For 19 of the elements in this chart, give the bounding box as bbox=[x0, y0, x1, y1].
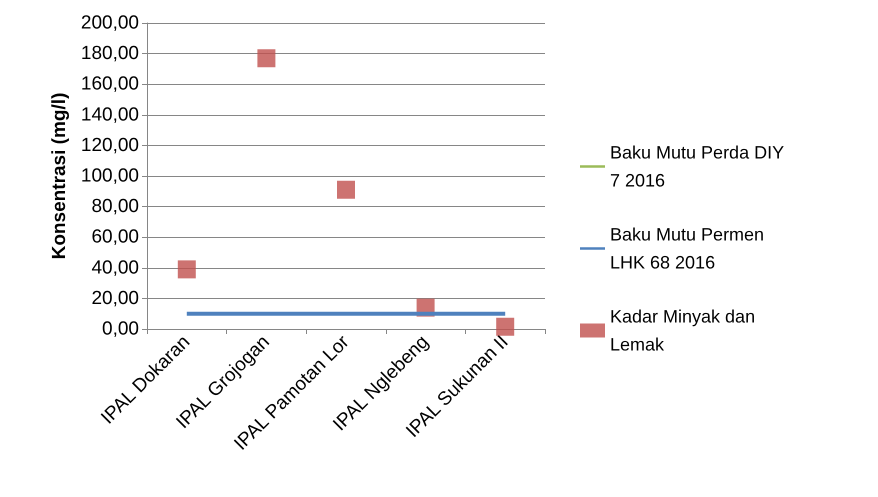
legend-label: Kadar Minyak dan Lemak bbox=[610, 306, 760, 354]
y-tick-label: 160,00 bbox=[80, 74, 139, 95]
y-tick-label: 80,00 bbox=[91, 196, 139, 218]
y-tick-label: 120,00 bbox=[80, 134, 139, 156]
y-tick-label: 200,00 bbox=[80, 12, 139, 34]
y-tick-label: 0,00 bbox=[102, 318, 139, 340]
point bbox=[257, 49, 276, 68]
y-tick-label: 180,00 bbox=[80, 43, 139, 64]
y-tick-label: 20,00 bbox=[91, 288, 139, 309]
point bbox=[337, 180, 355, 199]
y-tick-label: 60,00 bbox=[91, 226, 139, 248]
y-tick-label: 40,00 bbox=[91, 257, 139, 278]
y-tick-label: 100,00 bbox=[80, 166, 139, 186]
legend-label: Baku Mutu Perda DIY 7 2016 bbox=[610, 142, 789, 190]
point bbox=[496, 318, 514, 336]
legend-label: Baku Mutu Permen LHK 68 2016 bbox=[610, 224, 770, 272]
point bbox=[178, 260, 196, 278]
y-tick-label: 140,00 bbox=[80, 104, 139, 126]
y-axis-title: Konsentrasi (mg/l) bbox=[49, 92, 70, 260]
